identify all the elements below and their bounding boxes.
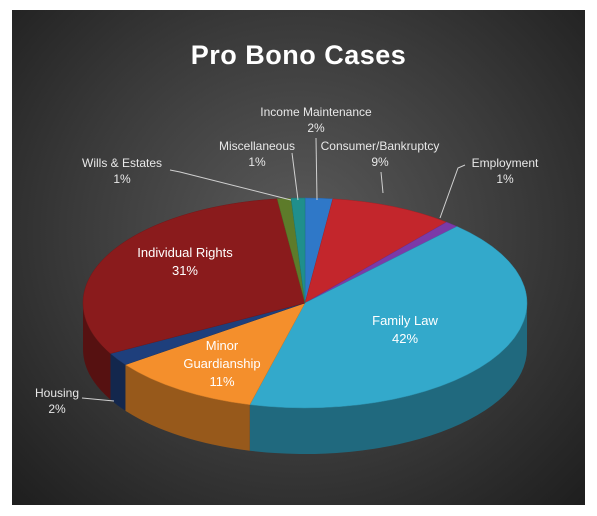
leader-line (380, 171, 384, 194)
slice (124, 302, 306, 405)
data-label: Consumer/Bankruptcy 9% (321, 138, 440, 170)
data-label: Miscellaneous 1% (219, 138, 295, 170)
slice-side (249, 303, 528, 454)
label-value: 1% (248, 155, 266, 169)
data-label: Wills & Estates 1% (82, 155, 162, 187)
slice-side (110, 353, 126, 411)
data-label: Income Maintenance 2% (260, 104, 371, 136)
data-label: Individual Rights 31% (137, 244, 232, 280)
data-label: Employment 1% (472, 155, 539, 187)
slice (82, 198, 306, 354)
leader-line (81, 397, 115, 402)
label-value: 1% (113, 172, 131, 186)
slice-side (125, 364, 250, 451)
label-value: 2% (48, 402, 66, 416)
label-name: Housing (34, 386, 80, 400)
label-value: 42% (391, 331, 419, 346)
label-value: 2% (307, 121, 325, 135)
label-name: Employment (471, 156, 539, 170)
label-value: 11% (209, 374, 235, 389)
label-name: Miscellaneous (218, 139, 296, 153)
data-label: Family Law 42% (372, 312, 438, 348)
leader-line (315, 137, 318, 201)
leader-lines (81, 137, 466, 402)
label-name: Income Maintenance (260, 105, 372, 119)
chart-title: Pro Bono Cases (190, 40, 407, 70)
leader-line (439, 164, 466, 219)
label-value: 31% (171, 263, 199, 278)
leader-line (169, 169, 292, 201)
label-value: 1% (496, 172, 514, 186)
label-name: Wills & Estates (81, 156, 163, 170)
data-label: Minor Guardianship 11% (177, 337, 267, 391)
slice (249, 226, 528, 409)
label-name: Individual Rights (137, 245, 233, 260)
slice-side (83, 303, 111, 400)
data-label: Housing 2% (35, 385, 79, 417)
label-value: 9% (371, 155, 389, 169)
label-name: Family Law (372, 313, 438, 328)
slice (304, 198, 448, 304)
label-name: Consumer/Bankruptcy (320, 139, 440, 153)
leader-line (291, 152, 299, 201)
label-name: Minor Guardianship (183, 338, 261, 371)
